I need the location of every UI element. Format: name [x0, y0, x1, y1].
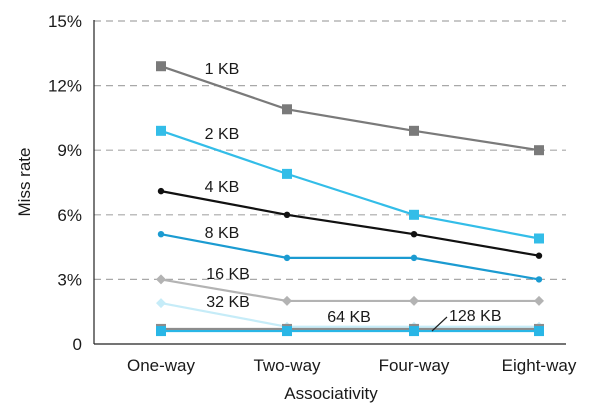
series-line	[160, 233, 540, 281]
data-point	[534, 295, 544, 306]
series-line	[160, 190, 540, 257]
series-1-kb	[156, 61, 544, 156]
data-point	[409, 125, 419, 136]
data-point	[157, 230, 165, 238]
series-128-kb	[156, 326, 544, 337]
data-point	[283, 211, 291, 218]
data-point	[282, 104, 292, 115]
data-point	[409, 326, 419, 337]
series-label: 64 KB	[327, 309, 371, 326]
data-point	[156, 125, 166, 136]
y-tick-label: 0	[73, 335, 82, 354]
data-point	[282, 168, 292, 179]
y-tick-label: 6%	[57, 206, 82, 225]
x-tick-label: One-way	[127, 356, 196, 375]
series-line	[160, 129, 540, 240]
series-layer	[156, 61, 544, 337]
data-point	[409, 295, 419, 306]
data-point	[283, 254, 291, 262]
series-label: 2 KB	[205, 126, 240, 143]
x-axis-title: Associativity	[284, 384, 378, 403]
y-tick-label: 3%	[57, 270, 82, 289]
series-4-kb	[157, 187, 543, 259]
data-point	[534, 326, 544, 337]
grid-layer	[94, 20, 566, 280]
series-label-layer: 1 KB 2 KB 4 KB 8 KB 16 KB 32 KB 64 KB 128 KB	[205, 61, 501, 332]
series-8-kb	[157, 230, 543, 283]
y-tick-label: 12%	[48, 77, 82, 96]
series-line	[160, 65, 540, 152]
series-16-kb	[156, 274, 544, 306]
x-tick-label: Two-way	[253, 356, 321, 375]
data-point	[156, 298, 166, 309]
series-label: 8 KB	[205, 225, 240, 242]
data-point	[535, 276, 543, 283]
data-point	[534, 233, 544, 244]
axis-layer: Miss rate Associativity 0 3% 6% 9% 12% 15% One…	[15, 12, 577, 403]
data-point	[156, 274, 166, 285]
series-line	[160, 278, 539, 303]
data-point	[410, 230, 418, 238]
data-point	[156, 61, 166, 72]
y-tick-label: 15%	[48, 12, 82, 31]
series-label: 4 KB	[205, 179, 240, 196]
y-tick-label: 9%	[57, 141, 82, 160]
series-label: 16 KB	[206, 266, 250, 283]
series-line	[160, 302, 539, 328]
series-2-kb	[156, 125, 544, 244]
x-tick-label: Eight-way	[502, 356, 577, 375]
x-tick-label: Four-way	[379, 356, 450, 375]
data-point	[282, 326, 292, 337]
series-label: 1 KB	[205, 61, 240, 78]
data-point	[410, 254, 418, 262]
series-label: 32 KB	[206, 294, 250, 311]
data-point	[409, 209, 419, 220]
data-point	[156, 326, 166, 337]
data-point	[282, 295, 292, 306]
y-axis-title: Miss rate	[15, 148, 34, 217]
label-leader-line	[431, 316, 448, 332]
data-point	[534, 145, 544, 156]
data-point	[535, 252, 543, 259]
data-point	[157, 187, 165, 195]
series-label: 128 KB	[449, 308, 501, 325]
